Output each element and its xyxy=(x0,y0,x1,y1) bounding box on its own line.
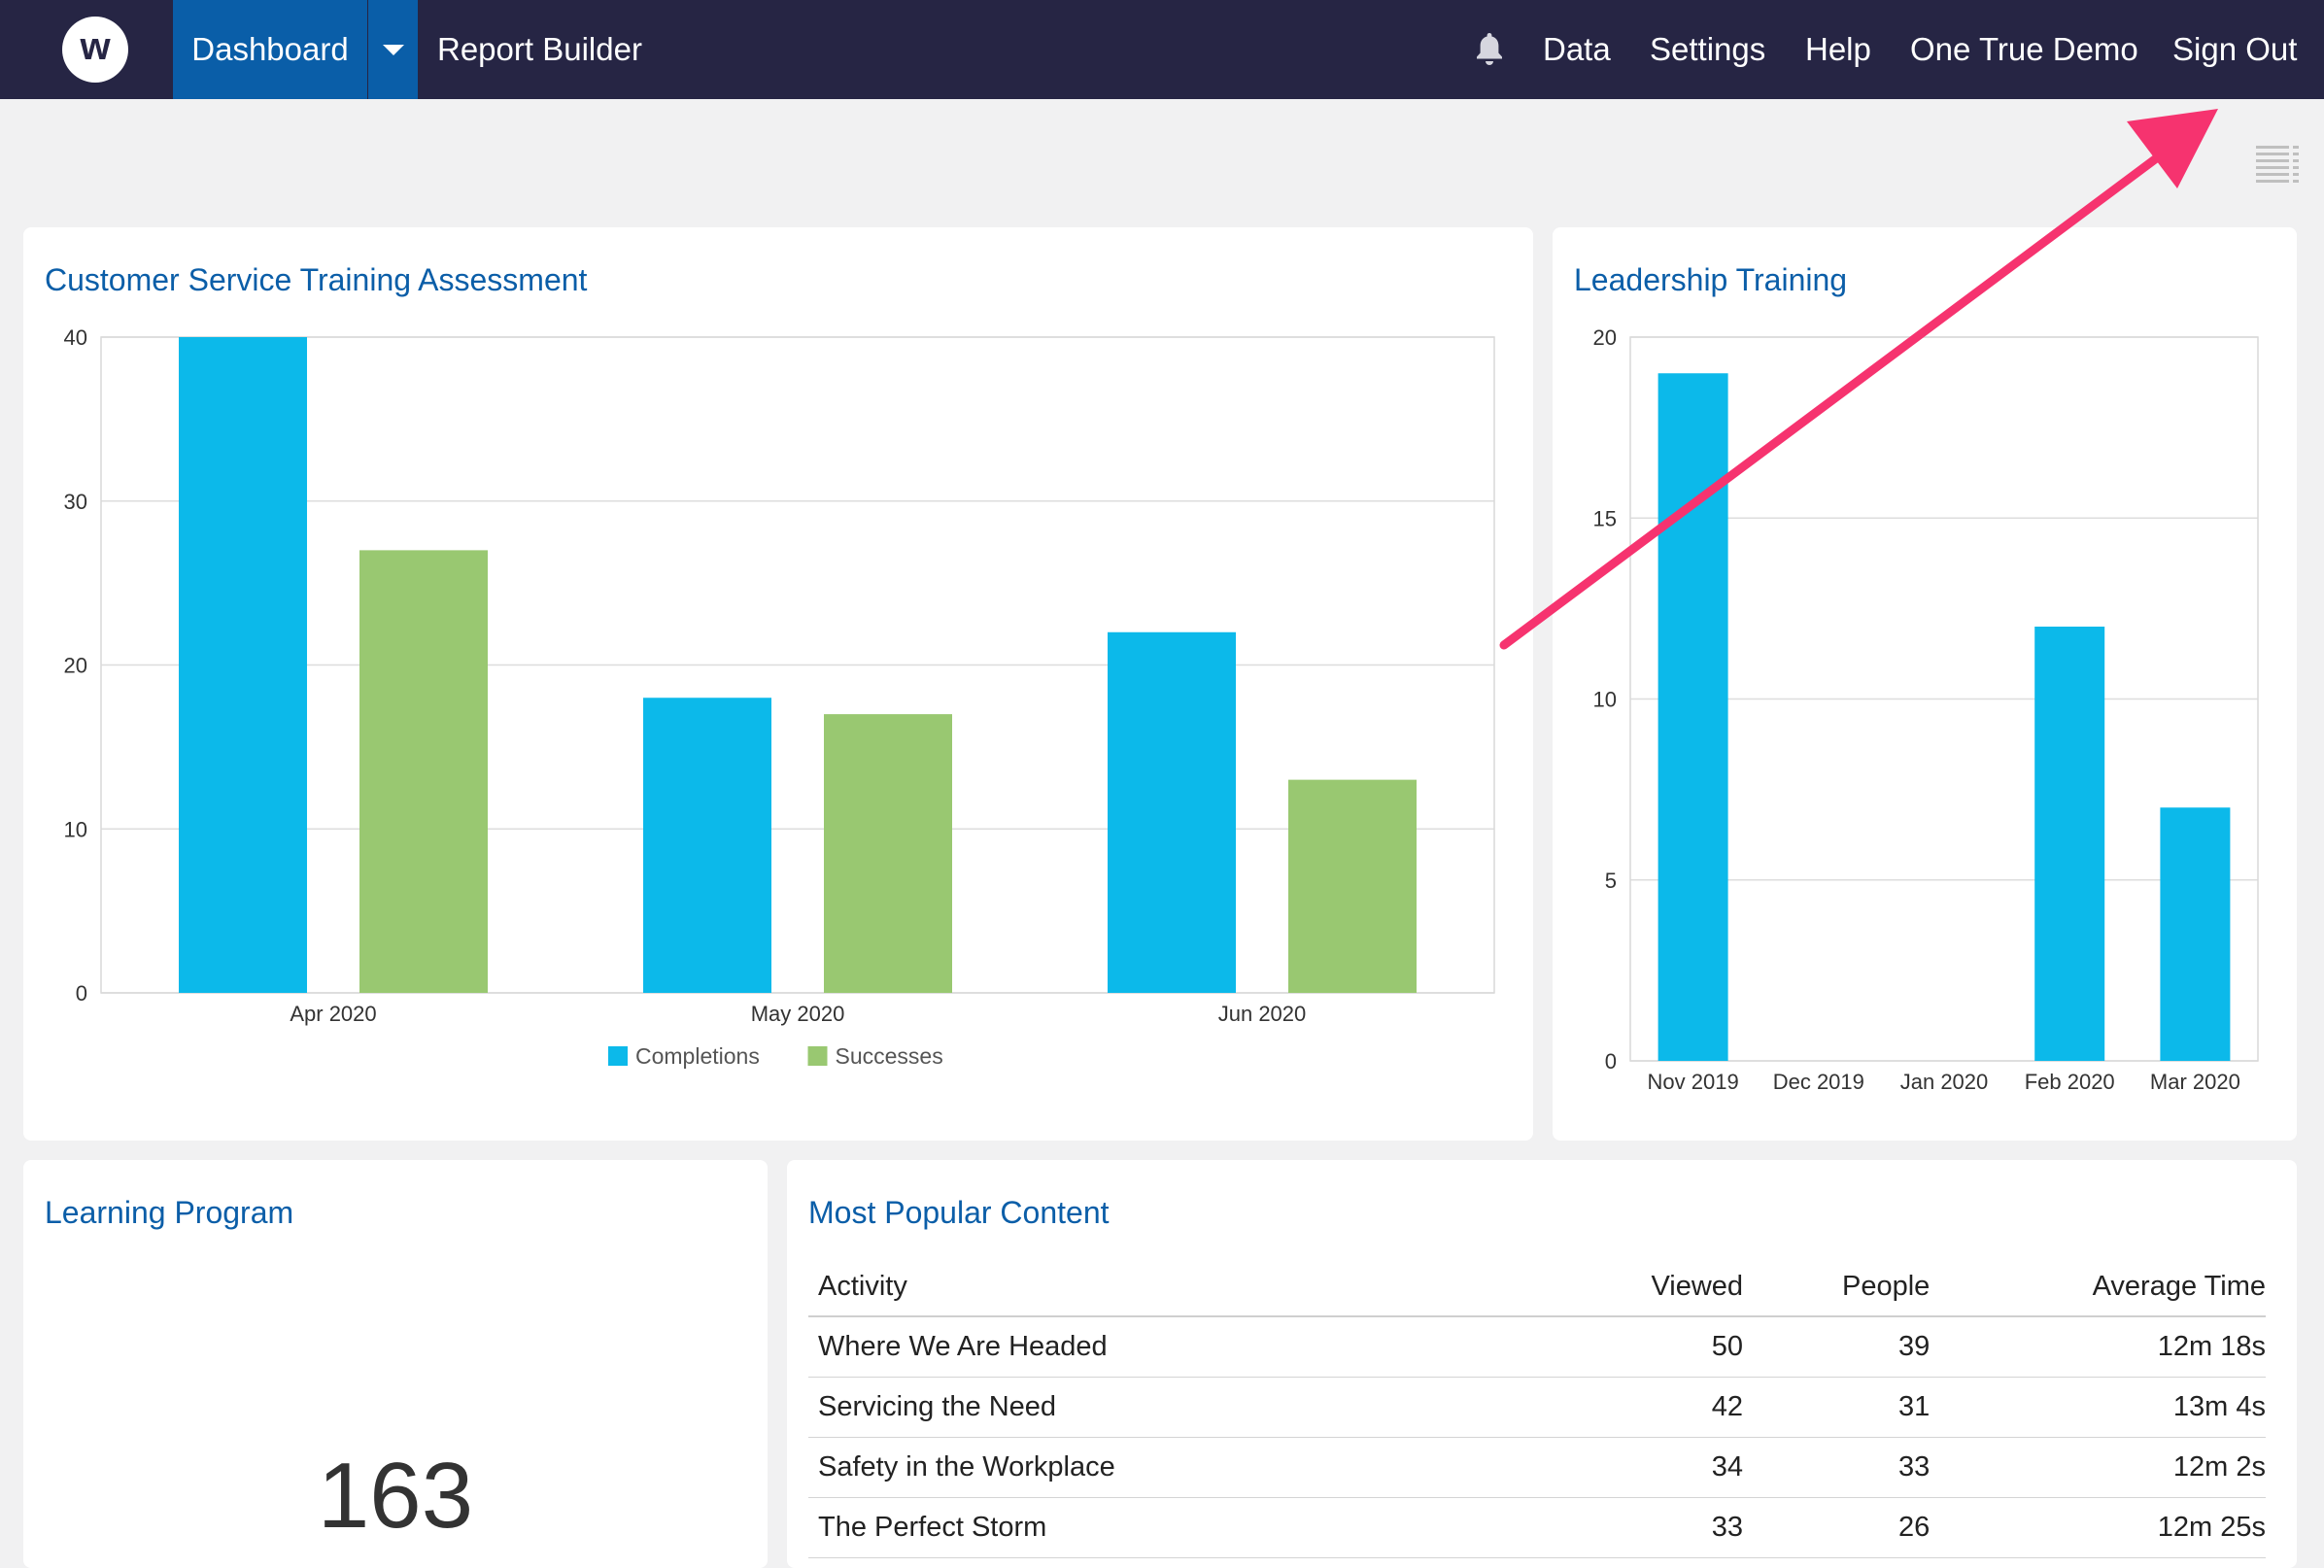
legend-swatch xyxy=(608,1046,628,1066)
most-popular-content-card: Most Popular Content Activity Viewed Peo… xyxy=(787,1160,2297,1568)
cell-people: 26 xyxy=(1898,1512,1931,1543)
logo[interactable]: w xyxy=(62,17,128,83)
legend-swatch xyxy=(807,1046,828,1066)
table-row[interactable]: Where We Are Headed 50 39 12m 18s xyxy=(808,1317,2266,1378)
list-view-icon[interactable] xyxy=(2256,146,2299,183)
bar-value[interactable] xyxy=(2160,807,2231,1061)
cell-viewed: 33 xyxy=(1711,1512,1744,1543)
y-tick-label: 0 xyxy=(76,981,87,1006)
column-header-people[interactable]: People xyxy=(1842,1270,1931,1302)
table-row[interactable]: The Perfect Storm 33 26 12m 25s xyxy=(808,1498,2266,1558)
nav-account[interactable]: One True Demo xyxy=(1910,31,2138,67)
bar-completions[interactable] xyxy=(643,698,771,993)
customer-service-chart-card: Customer Service Training Assessment 0 10… xyxy=(23,227,1533,1141)
x-tick-label: Feb 2020 xyxy=(2025,1070,2115,1094)
caret-down-icon xyxy=(382,44,404,55)
bar-completions[interactable] xyxy=(179,337,307,993)
bar-completions[interactable] xyxy=(1108,631,1236,993)
table-row[interactable]: Servicing the Need 42 31 13m 4s xyxy=(808,1378,2266,1438)
cell-activity: Where We Are Headed xyxy=(818,1331,1108,1362)
top-navigation-bar: w Dashboard Report Builder Data Settings… xyxy=(0,0,2324,99)
nav-report-builder[interactable]: Report Builder xyxy=(437,31,642,67)
nav-data[interactable]: Data xyxy=(1543,31,1611,67)
customer-service-bar-chart: 0 10 20 30 40 Apr 2020 May 2020 Jun 2020 Complet… xyxy=(64,325,1495,1069)
kpi-value: 163 xyxy=(317,1444,474,1548)
cell-activity: Servicing the Need xyxy=(818,1391,1057,1422)
card-title[interactable]: Learning Program xyxy=(45,1195,294,1230)
legend-label[interactable]: Successes xyxy=(836,1043,943,1069)
column-header-viewed[interactable]: Viewed xyxy=(1651,1270,1744,1302)
sign-out-link[interactable]: Sign Out xyxy=(2172,31,2298,67)
bar-value[interactable] xyxy=(2034,627,2105,1061)
cell-viewed: 42 xyxy=(1711,1391,1744,1422)
x-tick-label: Dec 2019 xyxy=(1773,1070,1864,1094)
card-title[interactable]: Most Popular Content xyxy=(808,1195,1110,1230)
leadership-chart-card: Leadership Training 0 5 10 15 20 Nov 2019 Dec … xyxy=(1553,227,2297,1141)
cell-viewed: 50 xyxy=(1711,1331,1744,1362)
cell-people: 33 xyxy=(1898,1451,1931,1483)
x-tick-label: Nov 2019 xyxy=(1648,1070,1739,1094)
x-tick-label: Jun 2020 xyxy=(1218,1002,1307,1026)
nav-dashboard[interactable]: Dashboard xyxy=(173,0,367,99)
y-tick-label: 20 xyxy=(1593,325,1617,350)
y-tick-label: 20 xyxy=(64,654,87,678)
plot-area xyxy=(100,336,1495,994)
cell-average-time: 12m 18s xyxy=(2157,1331,2266,1362)
cell-average-time: 13m 4s xyxy=(2172,1391,2266,1422)
learning-program-card: Learning Program 163 xyxy=(23,1160,768,1568)
table-header-row: Activity Viewed People Average Time xyxy=(808,1257,2266,1317)
x-tick-label: Apr 2020 xyxy=(290,1002,376,1026)
bar-successes[interactable] xyxy=(1288,779,1417,993)
y-tick-label: 40 xyxy=(64,325,87,350)
x-tick-label: Mar 2020 xyxy=(2150,1070,2240,1094)
bar-successes[interactable] xyxy=(824,714,952,993)
legend-label[interactable]: Completions xyxy=(635,1043,760,1069)
x-tick-label: Jan 2020 xyxy=(1900,1070,1989,1094)
table-row[interactable]: Safety in the Workplace 34 33 12m 2s xyxy=(808,1438,2266,1498)
cell-average-time: 12m 25s xyxy=(2157,1512,2266,1543)
y-tick-label: 0 xyxy=(1605,1049,1617,1074)
nav-settings[interactable]: Settings xyxy=(1650,31,1766,67)
y-tick-label: 10 xyxy=(1593,688,1617,712)
x-tick-label: May 2020 xyxy=(751,1002,845,1026)
cell-activity: Safety in the Workplace xyxy=(818,1451,1115,1483)
leadership-bar-chart: 0 5 10 15 20 Nov 2019 Dec 2019 Jan 2020 Feb 2020… xyxy=(1593,325,2259,1094)
cell-viewed: 34 xyxy=(1711,1451,1744,1483)
y-tick-label: 30 xyxy=(64,490,87,514)
cell-people: 31 xyxy=(1898,1391,1931,1422)
column-header-average-time[interactable]: Average Time xyxy=(2092,1270,2266,1302)
dashboard-dropdown-button[interactable] xyxy=(368,0,418,99)
cell-people: 39 xyxy=(1898,1331,1931,1362)
nav-help[interactable]: Help xyxy=(1805,31,1871,67)
cell-activity: The Perfect Storm xyxy=(818,1512,1047,1543)
card-title[interactable]: Customer Service Training Assessment xyxy=(45,262,588,297)
y-tick-label: 10 xyxy=(64,817,87,841)
bar-successes[interactable] xyxy=(359,550,488,993)
bell-icon[interactable] xyxy=(1475,31,1504,66)
column-header-activity[interactable]: Activity xyxy=(818,1270,907,1302)
cell-average-time: 12m 2s xyxy=(2172,1451,2266,1483)
popular-content-table: Activity Viewed People Average Time Wher… xyxy=(808,1257,2266,1558)
logo-letter: w xyxy=(80,25,111,68)
bar-value[interactable] xyxy=(1658,373,1728,1061)
y-tick-label: 15 xyxy=(1593,506,1617,530)
y-tick-label: 5 xyxy=(1605,869,1617,893)
